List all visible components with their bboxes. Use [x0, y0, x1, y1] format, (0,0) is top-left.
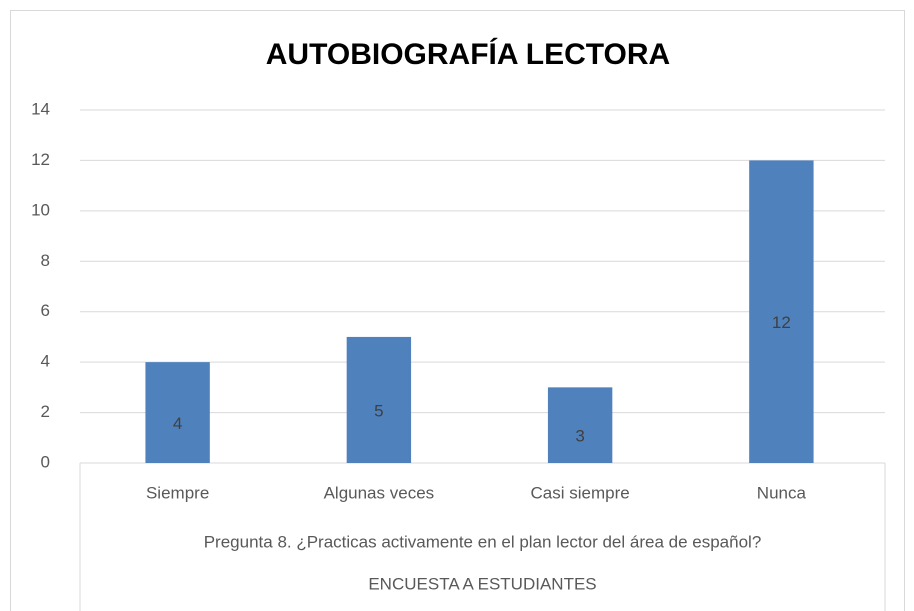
x-axis-group-label: ENCUESTA A ESTUDIANTES	[368, 574, 596, 593]
y-tick-label: 4	[41, 352, 50, 371]
data-label: 3	[575, 427, 584, 446]
y-tick-label: 10	[31, 200, 50, 219]
x-axis-group-label: Pregunta 8. ¿Practicas activamente en el…	[204, 532, 762, 551]
y-tick-label: 2	[41, 402, 50, 421]
y-tick-label: 6	[41, 301, 50, 320]
bar	[749, 160, 814, 463]
chart-title: AUTOBIOGRAFÍA LECTORA	[266, 37, 670, 71]
bar	[346, 336, 412, 463]
x-tick-label: Casi siempre	[531, 483, 630, 502]
y-tick-label: 0	[41, 452, 50, 471]
bar	[547, 387, 613, 463]
data-label: 5	[374, 401, 383, 420]
x-tick-label: Nunca	[757, 483, 807, 502]
x-tick-label: Siempre	[146, 483, 209, 502]
bar	[145, 362, 210, 463]
y-tick-label: 12	[31, 150, 50, 169]
data-label: 12	[772, 313, 791, 332]
x-tick-label: Algunas veces	[324, 483, 435, 502]
data-label: 4	[173, 414, 182, 433]
y-tick-label: 14	[31, 99, 50, 118]
y-tick-label: 8	[41, 251, 50, 270]
